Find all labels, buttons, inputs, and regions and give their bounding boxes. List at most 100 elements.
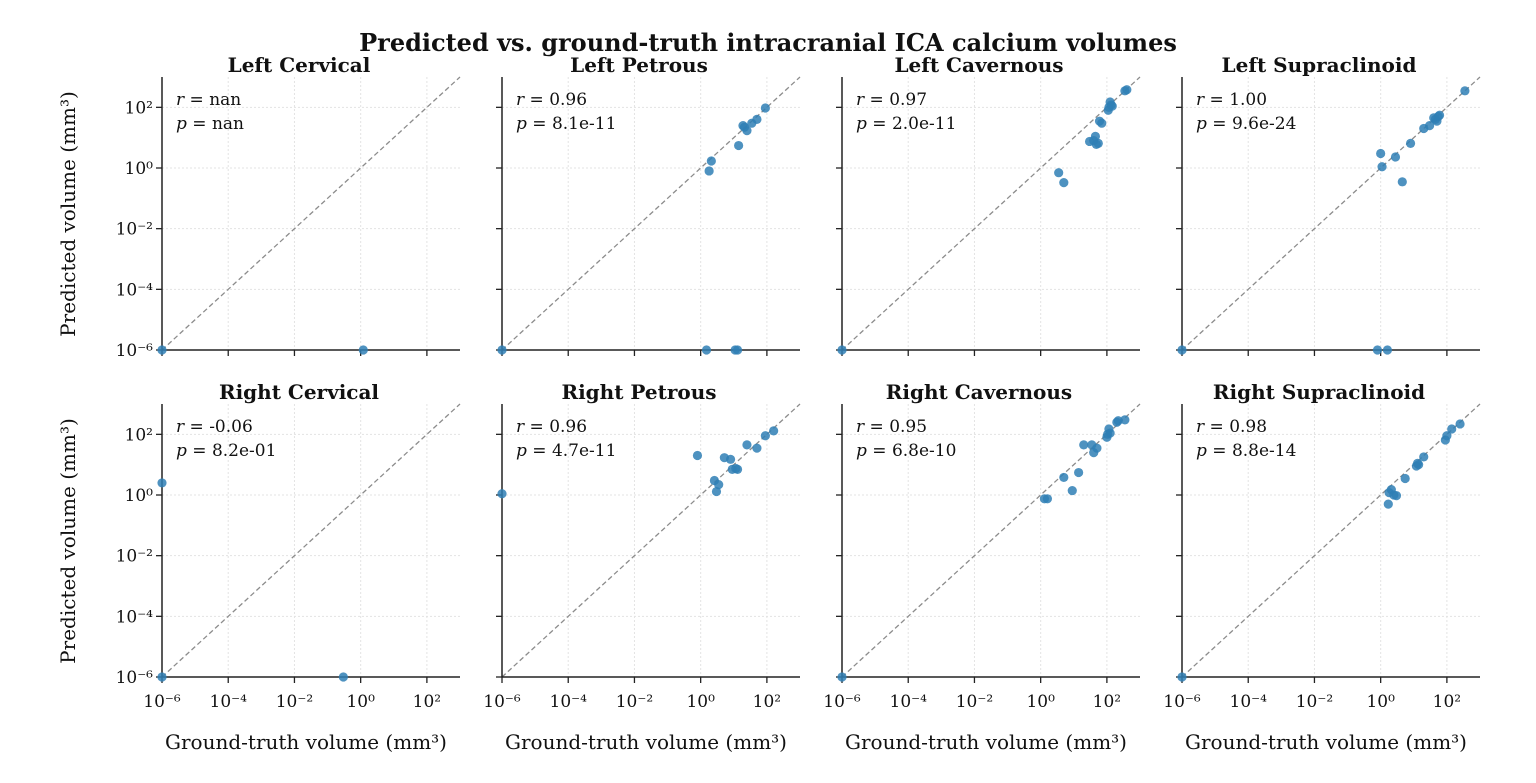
x-tick-label: 10⁻⁶ [823,692,861,712]
data-point [1177,672,1187,682]
data-point [1090,131,1101,142]
data-point [760,103,770,113]
panel-title: Right Cervical [219,380,379,404]
y-tick-label: 10⁻⁶ [116,668,154,688]
data-point [1405,138,1416,148]
panel-title: Right Petrous [561,380,716,404]
panel-title: Left Petrous [570,53,708,77]
data-point [706,156,716,166]
stat-r: r = 0.96 [516,90,587,110]
data-point [692,450,703,461]
x-tick-label: 10² [1433,692,1461,712]
stat-r: r = 0.97 [856,90,927,110]
x-tick-label: 10⁻⁶ [143,692,181,712]
data-point [714,480,724,490]
panel-left-supraclinoid: Left Supraclinoid r = 1.00 p = 9.6e-24 [1176,53,1481,356]
x-tick-label: 10⁻⁴ [550,692,588,712]
data-point [732,345,743,355]
y-tick-label: 10⁻² [116,547,153,567]
stat-p: p = 4.7e-11 [516,441,616,461]
x-tick-label: 10⁰ [686,692,715,712]
panel-title: Left Cavernous [894,53,1063,77]
stat-p: p = 8.1e-11 [516,114,616,134]
data-point [1391,491,1402,501]
x-tick-label: 10⁻² [1296,692,1333,712]
x-tick-label: 10⁰ [1026,692,1055,712]
data-point [1419,452,1429,462]
data-point [1390,152,1401,162]
data-point [742,440,752,450]
stat-p: p = 8.2e-01 [176,441,276,461]
y-tick-label: 10⁰ [125,486,154,506]
data-point [1434,110,1445,120]
x-tick-label: 10⁻² [276,692,313,712]
data-point [1397,177,1407,187]
data-point [769,426,779,436]
identity-line [841,76,1141,351]
data-point [1097,118,1107,128]
data-point [760,431,770,441]
data-point [725,454,736,464]
data-point [157,672,167,682]
data-point [1383,499,1393,509]
panel-grid: 10⁻⁶ 10⁻⁴ 10⁻² 10⁰ 10² Left Cervical r = nan p … [116,53,1481,754]
data-point [1059,178,1069,188]
data-point [704,166,714,176]
panel-right-cervical: 10⁻⁶ 10⁻⁶ 10⁻⁴ 10⁻⁴ 10⁻² 10⁻² 10⁰ 10⁰ 10² 10² Righ… [116,380,461,754]
data-point [1400,473,1410,484]
panel-title: Left Supraclinoid [1222,53,1417,77]
data-point [837,672,847,682]
x-tick-label: 10² [1093,692,1121,712]
data-point [732,464,743,474]
data-point [1414,460,1424,470]
y-tick-label: 10⁻⁴ [116,280,154,300]
data-point [1054,168,1064,178]
data-point [1442,431,1452,441]
stat-r: r = 1.00 [1196,90,1267,110]
data-point [497,489,507,499]
x-tick-label: 10⁻² [956,692,993,712]
data-point [1093,138,1103,148]
data-point [358,345,368,355]
stat-r: r = 0.95 [856,417,927,437]
y-tick-label: 10⁻⁴ [116,607,154,627]
identity-line [161,76,461,351]
data-point [711,486,722,497]
y-tick-label: 10⁻⁶ [116,341,154,361]
data-point [837,345,847,355]
stat-p: p = 9.6e-24 [1196,114,1296,134]
data-point [157,478,167,488]
panel-left-cervical: 10⁻⁶ 10⁻⁴ 10⁻² 10⁰ 10² Left Cervical r = nan p … [116,53,461,361]
data-point [1424,120,1435,131]
y-axis-label-top: Predicted volume (mm³) [56,91,80,337]
x-axis-label: Ground-truth volume (mm³) [165,730,447,754]
y-tick-label: 10⁰ [125,159,154,179]
x-tick-label: 10⁻⁶ [483,692,521,712]
data-point [1460,86,1470,96]
data-point [734,140,744,151]
data-point [1177,345,1187,355]
y-axis-label-bottom: Predicted volume (mm³) [56,418,80,664]
data-point [1447,424,1457,434]
x-tick-label: 10⁻⁴ [1230,692,1268,712]
stat-r: r = 0.98 [1196,417,1267,437]
figure-title: Predicted vs. ground-truth intracranial … [359,28,1177,57]
identity-line [501,403,801,678]
stat-p: p = 6.8e-10 [856,441,956,461]
x-axis-label: Ground-truth volume (mm³) [1185,730,1467,754]
y-tick-label: 10² [125,425,153,445]
data-point [1455,419,1465,429]
stat-p: p = 8.8e-14 [1196,441,1296,461]
panel-left-cavernous: Left Cavernous r = 0.97 p = 2.0e-11 [836,53,1141,356]
data-point [497,345,507,355]
stat-p: p = 2.0e-11 [856,114,956,134]
stat-r: r = 0.96 [516,417,587,437]
data-point [1105,428,1115,438]
x-tick-label: 10⁰ [346,692,375,712]
data-point [338,672,348,682]
stat-r: r = nan [176,90,241,110]
data-point [701,345,712,355]
data-point [1067,485,1077,496]
panel-right-supraclinoid: 10⁻⁶ 10⁻⁴ 10⁻² 10⁰ 10² Right Supraclinoid r = … [1163,380,1481,754]
stat-r: r = -0.06 [176,417,253,437]
